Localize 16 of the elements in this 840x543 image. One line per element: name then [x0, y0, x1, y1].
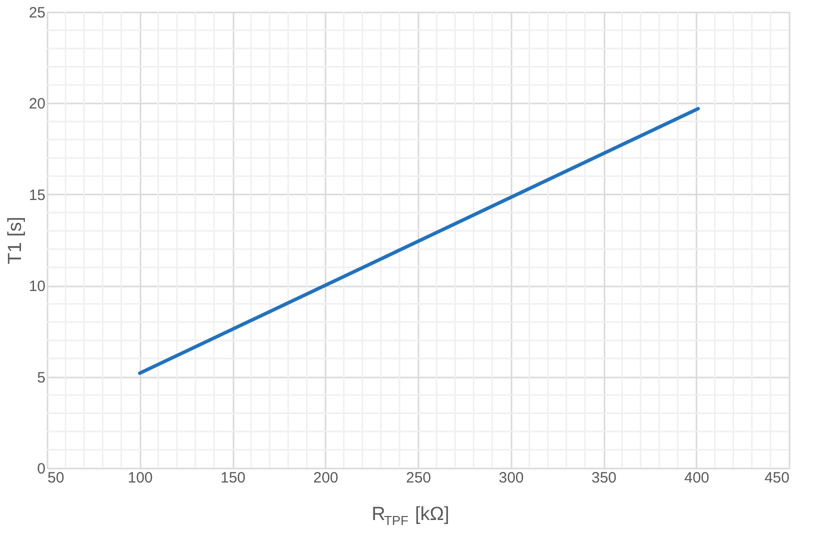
y-tick-label: 5 [37, 369, 46, 386]
x-tick-label: 200 [313, 470, 338, 486]
y-tick-label: 10 [28, 278, 46, 296]
x-tick-label: 150 [220, 470, 246, 486]
y-tick-label: 25 [28, 4, 46, 22]
x-tick-label: 250 [406, 470, 432, 486]
y-tick-label: 0 [37, 460, 46, 478]
y-tick-label: 20 [28, 96, 46, 113]
x-tick-label: 350 [591, 470, 617, 486]
x-tick-label: 450 [764, 470, 790, 486]
x-tick-label: 300 [498, 470, 524, 486]
y-tick-label: 15 [28, 186, 46, 204]
y-axis-title: T1 [s] [4, 216, 26, 264]
x-tick-label: 100 [128, 470, 153, 486]
x-tick-label: 400 [684, 470, 710, 486]
x-tick-label: 50 [48, 470, 64, 486]
